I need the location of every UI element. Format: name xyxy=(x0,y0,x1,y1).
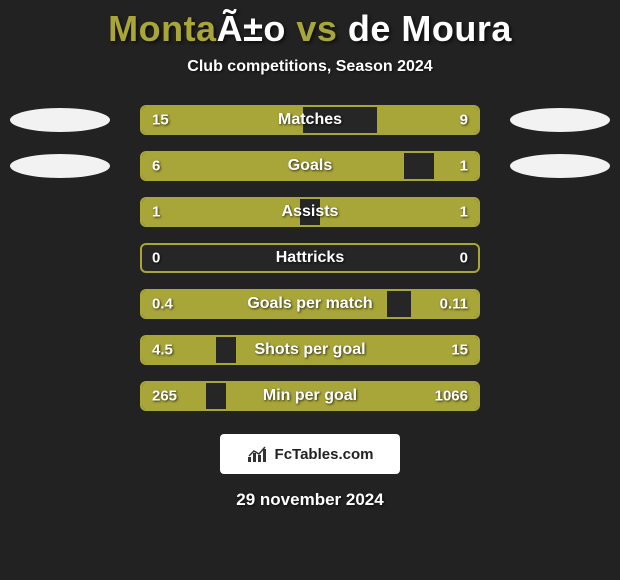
stat-bar-track: 159Matches xyxy=(140,105,480,135)
stat-row: 0 0Hattricks xyxy=(0,242,620,274)
stat-bar-fill-right xyxy=(320,199,478,225)
stat-value-left: 0 xyxy=(152,250,160,267)
player-ellipse-right xyxy=(510,154,610,178)
stats-bars: 159Matches 61Goals 11Assists 0 0Hattricks 0.4… xyxy=(0,104,620,412)
stat-row: 159Matches xyxy=(0,104,620,136)
brand-text: FcTables.com xyxy=(275,446,374,463)
stat-bar-fill-left xyxy=(142,107,303,133)
stat-row: 2651066Min per goal xyxy=(0,380,620,412)
stat-row: 0.40.11Goals per match xyxy=(0,288,620,320)
stat-value-right: 0 xyxy=(460,250,468,267)
title-part-1: Monta xyxy=(108,8,216,49)
stat-bar-fill-right xyxy=(411,291,478,317)
stat-bar-track: 11Assists xyxy=(140,197,480,227)
stat-bar-fill-left xyxy=(142,199,300,225)
stat-bar-fill-right xyxy=(377,107,478,133)
stat-label: Hattricks xyxy=(142,249,478,267)
date-text: 29 november 2024 xyxy=(0,490,620,510)
player-ellipse-left xyxy=(10,154,110,178)
stat-row: 61Goals xyxy=(0,150,620,182)
subtitle: Club competitions, Season 2024 xyxy=(0,58,620,76)
stat-bar-fill-left xyxy=(142,291,387,317)
brand-badge: FcTables.com xyxy=(220,434,400,474)
title-vs: vs xyxy=(286,8,348,49)
player-ellipse-left xyxy=(10,108,110,132)
stat-bar-track: 4.515Shots per goal xyxy=(140,335,480,365)
stat-bar-track: 61Goals xyxy=(140,151,480,181)
player-ellipse-right xyxy=(510,108,610,132)
stat-row: 4.515Shots per goal xyxy=(0,334,620,366)
brand-chart-icon xyxy=(247,445,269,463)
stat-bar-fill-left xyxy=(142,153,404,179)
infographic-container: MontaÃ±o vs de Moura Club competitions, … xyxy=(0,0,620,580)
title-part-2: Ã±o xyxy=(217,8,286,49)
stat-bar-fill-left xyxy=(142,337,216,363)
stat-row: 11Assists xyxy=(0,196,620,228)
page-title: MontaÃ±o vs de Moura xyxy=(0,0,620,50)
stat-bar-fill-left xyxy=(142,383,206,409)
stat-bar-fill-right xyxy=(226,383,478,409)
stat-bar-fill-right xyxy=(236,337,478,363)
stat-bar-fill-right xyxy=(434,153,478,179)
title-part-3: de Moura xyxy=(348,8,512,49)
stat-bar-track: 0 0Hattricks xyxy=(140,243,480,273)
stat-bar-track: 2651066Min per goal xyxy=(140,381,480,411)
stat-bar-track: 0.40.11Goals per match xyxy=(140,289,480,319)
